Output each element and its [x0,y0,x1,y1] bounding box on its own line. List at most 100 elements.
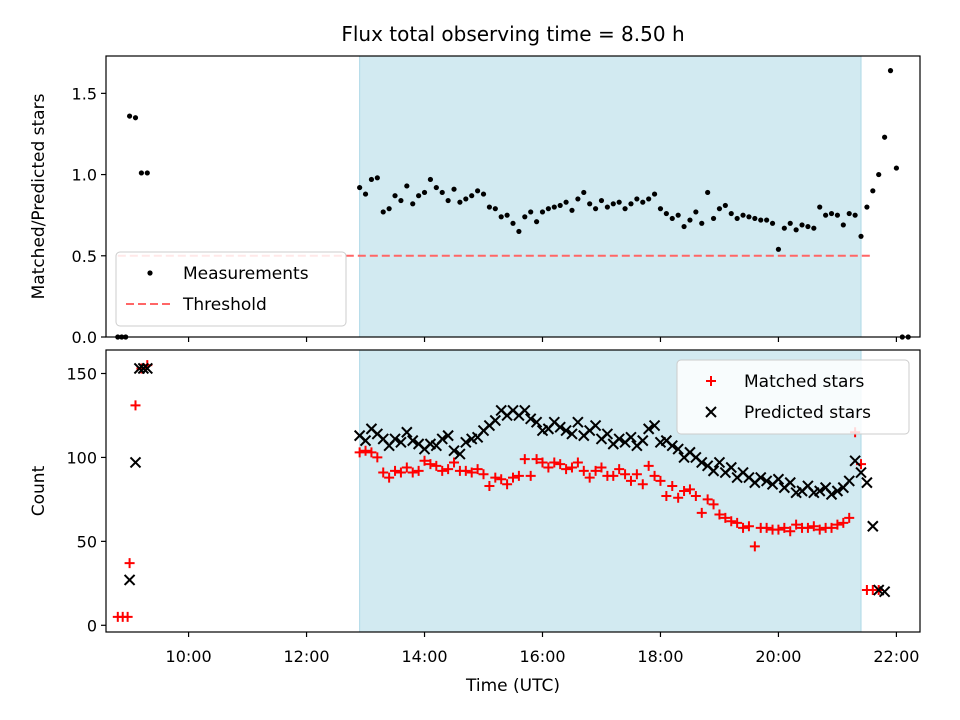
measurement-point [575,196,581,202]
matched-star-point [443,464,454,475]
measurement-point [522,214,528,220]
matched-star-point [395,467,406,478]
y-tick-label: 150 [66,365,97,384]
measurement-point [781,225,787,231]
measurement-point [475,188,481,194]
matched-star-point [366,447,377,458]
matched-star-point [696,507,707,518]
matched-star-point [543,462,554,473]
predicted-star-point [530,416,543,428]
x-tick-label: 18:00 [637,647,683,666]
legend-box [115,251,347,327]
matched-star-point [743,521,754,532]
matched-star-point [130,400,141,411]
matched-star-point [620,469,631,480]
measurement-point [392,193,398,199]
predicted-star-point [867,520,879,532]
matched-star-point [726,516,737,527]
measurement-point [469,193,475,199]
axes-frame [105,55,921,338]
measurement-point [368,176,375,183]
predicted-star-point [625,431,637,443]
matched-star-point [590,465,601,476]
measurement-point [876,171,882,178]
legend: Matched stars Predicted stars [676,359,910,435]
matched-star-point [690,491,701,502]
matched-star-point [572,457,583,468]
axes-frame [105,349,921,633]
measurement-point [533,219,540,225]
matched-star-point [779,522,790,533]
measurement-point [569,207,575,213]
predicted-star-point [713,456,726,469]
matched-star-point [449,457,460,468]
predicted-star-point [855,466,867,479]
measurement-point [834,212,841,218]
x-tick-label: 14:00 [401,647,447,666]
predicted-star-point [849,455,861,467]
matched-star-point [378,467,389,478]
measurement-point [539,209,546,215]
measurement-point [764,217,770,223]
matched-star-point [661,491,672,502]
matched-star-point [478,469,489,480]
legend-marker-matched [706,376,716,386]
predicted-star-point [389,433,401,445]
measurement-point [640,199,646,205]
measurement-point [663,210,669,217]
measurement-point [516,228,522,235]
matched-star-point [649,470,660,481]
measurement-point [404,183,410,189]
matched-star-point [785,526,796,537]
predicted-star-point [359,434,372,447]
measurement-point [598,197,605,204]
matched-star-point [124,558,135,569]
y-axis-label: Matched/Predicted stars [29,93,49,299]
matched-star-point [566,462,577,473]
matched-star-point [732,517,743,528]
matched-star-point [761,522,772,533]
predicted-star-point [843,475,855,487]
measurement-point [545,206,551,212]
measurement-point [433,184,439,191]
predicted-star-point [825,488,838,501]
matched-star-point [384,472,395,483]
measurement-point [616,199,622,205]
matched-star-point [667,480,678,491]
predicted-star-point [861,476,873,489]
x-axis-label: Time (UTC) [465,676,560,696]
matched-star-point [413,465,424,476]
matched-star-point [679,486,690,496]
matched-star-point [425,459,436,470]
predicted-star-point [831,485,844,497]
measurement-point [386,206,392,212]
measurement-point [486,204,493,210]
matched-star-point [738,522,749,533]
matched-star-point [708,499,719,510]
predicted-star-point [524,413,537,425]
matched-star-point [466,467,477,478]
observing-window-band [359,55,862,338]
measurement-point [604,204,610,210]
measurement-point [805,223,811,230]
matched-star-point [814,524,825,535]
figure-title: Flux total observing time = 8.50 h [341,22,684,46]
predicted-star-point [554,421,566,433]
measurement-point [126,113,133,119]
predicted-star-point [519,404,531,417]
legend-label: Predicted stars [744,403,871,423]
x-tick-label: 22:00 [873,647,919,666]
matched-star-point [496,474,507,485]
measurement-point [870,188,876,194]
predicted-star-point [725,461,737,474]
matched-star-point [525,470,536,481]
measurement-point [138,170,144,176]
matched-star-point [749,541,760,552]
measurement-point [687,217,693,223]
matched-star-point [537,457,548,468]
measurement-point [439,189,445,196]
measurement-point [769,220,776,226]
matched-star-point [838,517,849,528]
matched-star-point [684,484,695,495]
measurement-point [374,175,380,181]
